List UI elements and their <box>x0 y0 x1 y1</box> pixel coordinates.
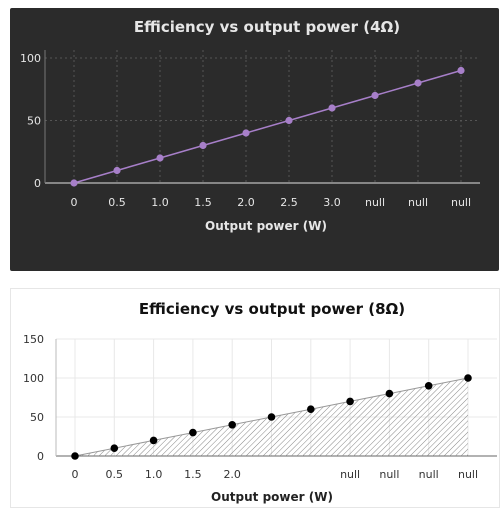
chart-title: Efficiency vs output power (4Ω) <box>134 18 400 36</box>
x-tick-label: null <box>451 196 471 209</box>
data-point <box>385 389 394 398</box>
data-point <box>464 374 472 382</box>
x-tick-label: null <box>379 468 399 481</box>
x-tick-label: 2.5 <box>280 196 298 209</box>
efficiency-chart-4ohm: Efficiency vs output power (4Ω) Output p… <box>20 18 480 233</box>
data-point <box>189 428 197 437</box>
x-tick-label: null <box>408 196 428 209</box>
chart-panel-8ohm: Efficiency vs output power (8Ω) Output p… <box>10 288 500 508</box>
y-tick-label: 50 <box>27 115 41 128</box>
data-point <box>424 382 433 390</box>
x-axis-label: Output power (W) <box>211 490 333 504</box>
x-tick-label: null <box>365 196 385 209</box>
x-tick-label: 0 <box>72 468 79 481</box>
data-point <box>71 452 79 460</box>
x-tick-label: 1.0 <box>151 196 169 209</box>
data-point <box>110 444 119 452</box>
x-tick-label: null <box>419 468 439 481</box>
x-tick-label: 2.0 <box>223 468 241 481</box>
y-tick-label: 100 <box>20 52 41 65</box>
x-tick-label: 2.0 <box>237 196 255 209</box>
x-tick-label: 1.5 <box>194 196 212 209</box>
data-point <box>307 405 315 413</box>
data-point <box>371 91 379 100</box>
data-point <box>457 66 465 75</box>
x-tick-label: 0 <box>71 196 78 209</box>
data-point <box>328 104 336 112</box>
x-tick-label: 0.5 <box>106 468 124 481</box>
y-tick-label: 0 <box>34 177 41 190</box>
data-point <box>346 397 354 406</box>
data-point <box>70 179 78 187</box>
x-axis-label: Output power (W) <box>205 219 327 233</box>
data-point <box>113 166 121 175</box>
x-tick-label: null <box>458 468 478 481</box>
x-tick-label: 1.5 <box>184 468 202 481</box>
y-tick-label: 150 <box>23 333 44 346</box>
data-point <box>242 129 250 137</box>
x-tick-label: null <box>340 468 360 481</box>
data-point <box>285 116 293 125</box>
x-tick-label: 0.5 <box>108 196 126 209</box>
y-tick-label: 100 <box>23 372 44 385</box>
series-line <box>73 69 462 184</box>
data-point <box>414 79 422 87</box>
y-tick-label: 0 <box>37 450 44 463</box>
data-point <box>156 154 164 162</box>
efficiency-chart-8ohm: Efficiency vs output power (8Ω) Output p… <box>23 300 497 504</box>
data-point <box>228 421 236 429</box>
data-point <box>267 413 276 421</box>
chart-panel-4ohm: Efficiency vs output power (4Ω) Output p… <box>10 8 499 271</box>
y-tick-label: 50 <box>30 411 44 424</box>
data-point <box>149 436 158 445</box>
chart-title: Efficiency vs output power (8Ω) <box>139 300 405 318</box>
x-tick-label: 3.0 <box>323 196 341 209</box>
x-tick-label: 1.0 <box>145 468 163 481</box>
data-point <box>199 141 207 150</box>
